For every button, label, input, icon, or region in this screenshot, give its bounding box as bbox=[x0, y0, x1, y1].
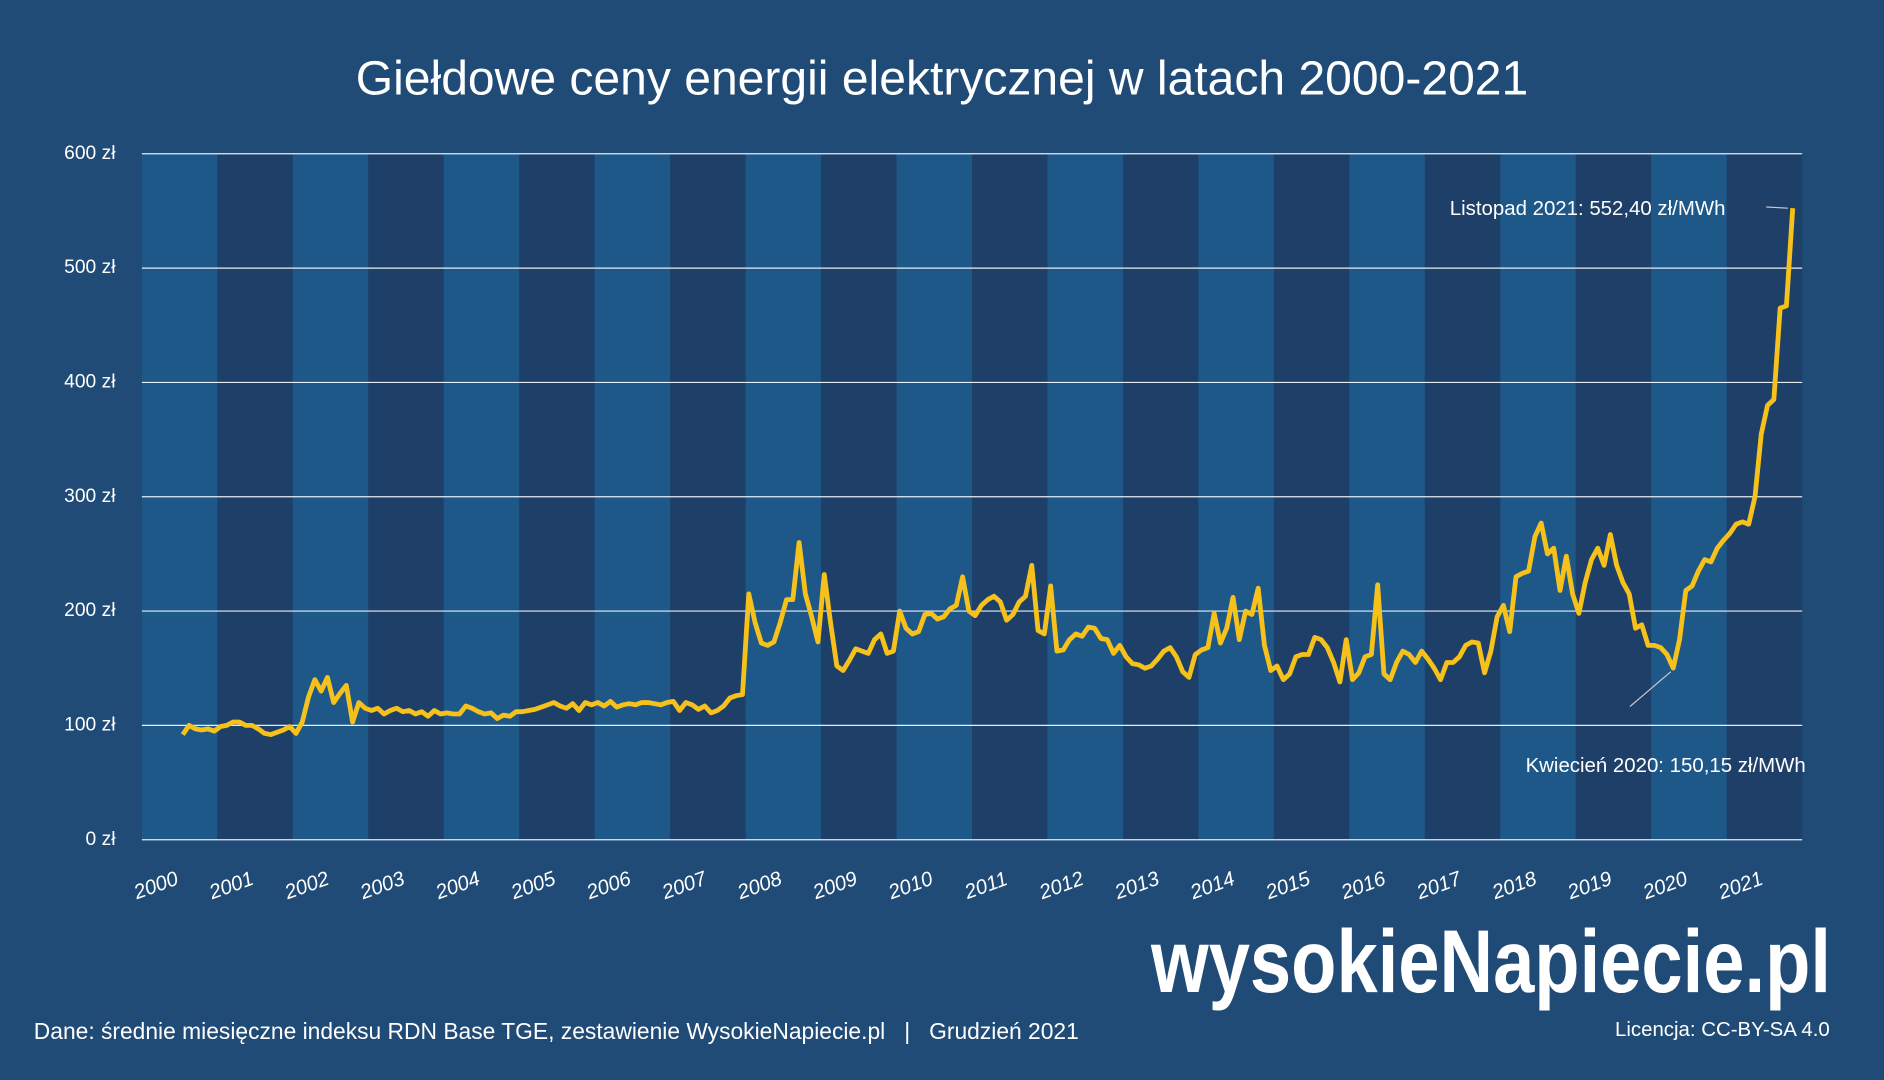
y-tick-label: 500 zł bbox=[64, 257, 116, 278]
y-tick-label: 400 zł bbox=[64, 372, 116, 393]
license: Licencja: CC-BY-SA 4.0 bbox=[1615, 1019, 1830, 1041]
annotation: Listopad 2021: 552,40 zł/MWh bbox=[1450, 198, 1726, 220]
price-line bbox=[180, 208, 1796, 737]
y-tick-label: 200 zł bbox=[64, 600, 116, 621]
chart-title: Giełdowe ceny energii elektrycznej w lat… bbox=[356, 52, 1528, 105]
logo: wysokieNapiecie.pl bbox=[1150, 912, 1831, 1011]
annotation-leader bbox=[1629, 671, 1672, 707]
y-tick-label: 600 zł bbox=[64, 143, 116, 164]
y-tick-label: 0 zł bbox=[86, 829, 117, 850]
annotation-leader bbox=[1766, 206, 1788, 209]
y-tick-label: 100 zł bbox=[64, 714, 116, 735]
y-tick-label: 300 zł bbox=[64, 486, 116, 507]
source-note: Dane: średnie miesięczne indeksu RDN Bas… bbox=[34, 1018, 1079, 1044]
annotation: Kwiecień 2020: 150,15 zł/MWh bbox=[1526, 755, 1806, 777]
